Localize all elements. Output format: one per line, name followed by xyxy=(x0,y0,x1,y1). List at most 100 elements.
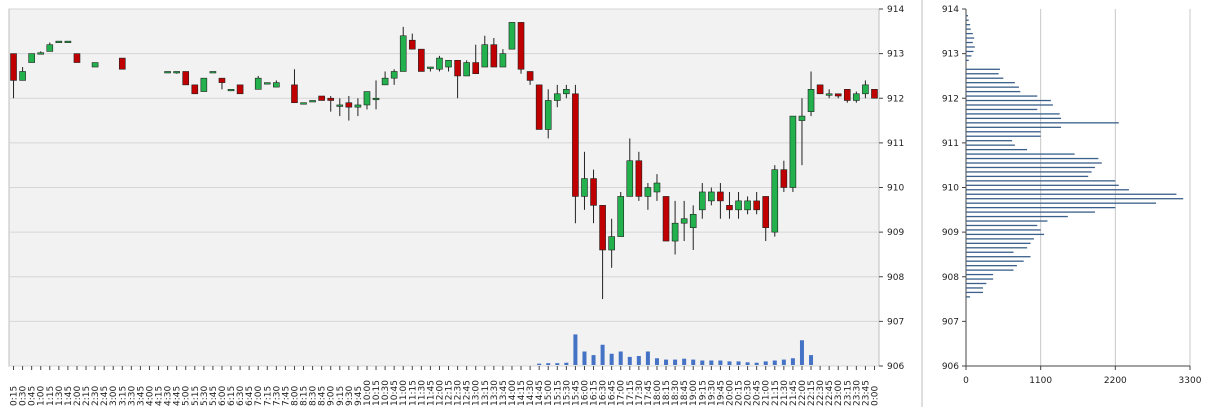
profile-bar xyxy=(966,206,1116,209)
x-tick-label: 17:45 xyxy=(644,380,654,406)
x-tick-label: 21:45 xyxy=(789,380,799,406)
x-tick-label: 2:30 xyxy=(91,386,101,406)
profile-bar xyxy=(966,171,1092,173)
x-tick-label: 0:45 xyxy=(28,386,38,406)
profile-bar xyxy=(966,126,1062,128)
profile-bar xyxy=(966,153,1075,155)
profile-bar xyxy=(966,215,1068,218)
profile-bar xyxy=(966,224,1038,227)
volume-bar xyxy=(754,362,759,365)
profile-bar xyxy=(966,162,1102,164)
x-tick-label: 12:45 xyxy=(463,380,473,406)
volume-bar xyxy=(555,363,560,365)
candle-body xyxy=(499,53,507,68)
candle-body xyxy=(436,57,443,70)
candle-body xyxy=(816,84,824,95)
profile-bar xyxy=(966,198,1184,200)
profile-bar xyxy=(966,180,1116,182)
profile-bar xyxy=(966,184,1119,186)
x-tick-label: 3:45 xyxy=(136,386,146,406)
y-tick-label: 906 xyxy=(887,362,904,372)
profile-bar xyxy=(966,175,1089,178)
candle-body xyxy=(544,100,552,130)
x-tick-label: 0:00 xyxy=(870,386,880,406)
y-tick-label: 910 xyxy=(942,184,959,194)
profile-bar xyxy=(966,77,1004,79)
volume-bar xyxy=(772,360,777,365)
y-tick-label: 909 xyxy=(887,228,904,238)
x-tick-label: 7:15 xyxy=(263,386,273,406)
x-tick-label: 21:00 xyxy=(762,380,772,406)
x-tick-label: 22:45 xyxy=(825,380,835,406)
x-tick-label: 15:30 xyxy=(562,380,572,406)
volume-bar xyxy=(709,360,714,365)
x-tick-label: 8:15 xyxy=(300,386,310,406)
profile-bar xyxy=(966,73,999,75)
candle-body xyxy=(46,44,54,52)
x-tick-label: 4:45 xyxy=(173,386,183,406)
candle-body xyxy=(209,71,217,74)
candle-body xyxy=(19,71,26,81)
candle-body xyxy=(327,97,335,101)
x-tick-label: 23:00 xyxy=(834,380,844,406)
candle-body xyxy=(789,115,797,188)
candle-body xyxy=(427,66,434,69)
x-tick-label: 2:00 xyxy=(73,386,83,406)
profile-bar xyxy=(966,202,1157,204)
profile-bar xyxy=(966,104,1053,106)
volume-bar xyxy=(682,358,687,365)
profile-bar xyxy=(966,229,1041,231)
profile-bar xyxy=(966,90,1021,93)
candle-body xyxy=(73,53,81,63)
candle-body xyxy=(118,57,126,70)
volume-bar xyxy=(718,360,723,365)
x-tick-label: 13:00 xyxy=(472,380,482,406)
candle-body xyxy=(753,200,760,211)
profile-bar xyxy=(966,269,1014,271)
y-tick-label: 908 xyxy=(887,273,904,283)
x-tick-label: 17:15 xyxy=(626,380,636,406)
x-tick-label: 6:15 xyxy=(227,386,237,406)
candle-body xyxy=(408,39,416,50)
x-tick-label: 11:15 xyxy=(408,380,418,406)
x-tick-label: 7:45 xyxy=(281,386,291,406)
profile-bar xyxy=(966,82,1015,84)
x-tick-label: 0:30 xyxy=(19,386,29,406)
candle-body xyxy=(454,60,461,77)
candle-body xyxy=(345,102,353,108)
profile-bar xyxy=(966,15,969,17)
candle-body xyxy=(662,196,670,242)
volume-bar xyxy=(546,363,551,365)
x-tick-label: 5:45 xyxy=(209,386,219,406)
y-tick-label: 906 xyxy=(942,362,959,372)
x-tick-label: 19:00 xyxy=(689,380,699,406)
x-tick-label: 16:45 xyxy=(608,380,618,406)
profile-bar xyxy=(966,278,994,280)
profile-bar xyxy=(966,144,1015,146)
candle-body xyxy=(490,44,498,68)
x-tick-label: 7:00 xyxy=(254,386,264,406)
candle-body xyxy=(581,178,588,197)
volume-bar xyxy=(573,334,578,365)
candle-body xyxy=(182,71,190,86)
volume-bar xyxy=(582,351,587,365)
candle-body xyxy=(372,97,380,101)
candle-body xyxy=(28,53,35,63)
volume-bar xyxy=(645,351,650,365)
x-tick-label: 0:15 xyxy=(10,386,20,406)
x-tick-label: 0 xyxy=(963,376,969,386)
x-tick-label: 14:30 xyxy=(526,380,536,406)
candle-body xyxy=(608,236,615,251)
candle-body xyxy=(472,62,480,75)
profile-bar xyxy=(966,242,1031,244)
x-tick-label: 2200 xyxy=(1104,376,1127,386)
profile-bar xyxy=(966,99,1051,102)
candle-body xyxy=(563,89,570,95)
x-tick-label: 22:15 xyxy=(807,380,817,406)
y-tick-label: 913 xyxy=(887,50,904,60)
profile-bar xyxy=(966,55,972,57)
x-tick-label: 11:30 xyxy=(417,380,427,406)
profile-bar xyxy=(966,131,1041,133)
candle-body xyxy=(853,93,860,101)
profile-bar xyxy=(966,95,1038,97)
